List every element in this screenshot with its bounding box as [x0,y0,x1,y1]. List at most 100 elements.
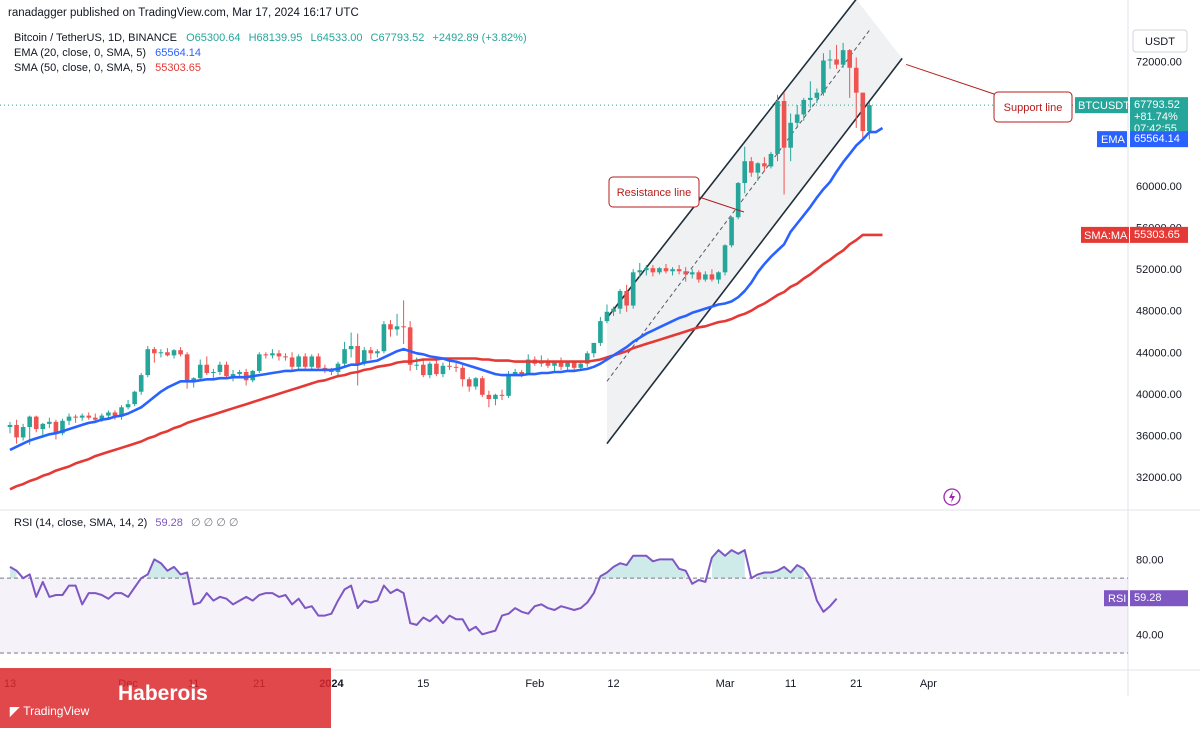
candle-body [571,361,577,368]
candle [197,359,203,382]
candle-body [381,324,387,352]
candle-body [414,364,420,366]
candle-body [316,356,321,368]
candle [827,50,833,69]
candle-body [132,391,137,405]
candle [676,265,682,275]
candle-body [99,415,105,420]
ema-tag-bg [1097,131,1127,148]
candle [558,357,564,370]
candle-body [808,97,813,100]
candle [768,151,774,169]
candle-body [762,163,767,167]
candle-body [637,270,643,273]
candle [401,300,406,344]
ema-value-badge-text: 65564.14 [1134,133,1180,145]
candle [33,415,39,433]
candle [683,267,688,282]
candle-body [14,424,19,438]
currency-label: USDT [1145,36,1175,48]
candle-body [165,352,170,356]
candle [204,356,210,376]
ema-tag-label: EMA [1101,134,1126,146]
candle [106,410,111,419]
ohlc-change: +2492.89 (+3.82%) [432,32,527,44]
candle [808,81,813,109]
candle [840,42,846,68]
candle-body [617,290,623,309]
candle [66,413,72,425]
candle [302,353,308,369]
candle [342,341,347,366]
candle-body [184,354,190,382]
candle-body [650,268,656,273]
time-tick-label: Apr [920,678,937,690]
time-tick-label: 12 [607,678,619,690]
last-price-badge-bg [1130,97,1188,138]
candle [775,94,780,162]
last-price-badge-text: 67793.52 [1134,99,1180,111]
candle-body [709,274,715,280]
candle [525,354,531,376]
candle [801,97,807,121]
last-price-badge-text: +81.74% [1134,111,1178,123]
legend-rsi-row[interactable]: RSI (14, close, SMA, 14, 2) 59.28 ∅ ∅ ∅ … [14,516,238,529]
candle-body [434,363,439,375]
rsi-tick-label: 80.00 [1136,554,1164,566]
candle [230,369,236,382]
candle-body [781,100,787,148]
candle [709,269,715,282]
ema-label: EMA (20, close, 0, SMA, 5) [14,47,147,59]
candle-body [204,364,210,374]
candle [7,421,13,434]
candle [152,347,157,363]
candle [689,269,695,279]
candle-body [689,272,695,275]
candle-body [788,122,793,148]
candle-body [696,272,702,280]
currency-button[interactable]: USDT [1132,29,1188,53]
resistance-callout-label: Resistance line [617,187,692,199]
ohlc-close: C67793.52 [370,32,425,44]
candle-body [794,114,800,123]
price-tick-label: 44000.00 [1136,347,1182,359]
ohlc-low: L64533.00 [310,32,363,44]
candle-body [119,407,124,417]
price-tick-label: 72000.00 [1136,57,1182,69]
resistance-callout-box [608,176,700,208]
candle-body [466,379,472,387]
legend-ema-row[interactable]: EMA (20, close, 0, SMA, 5) 65564.14 [14,47,201,59]
candle-body [598,321,603,343]
candle-body [73,416,78,418]
candle-body [106,412,111,416]
candle-body [460,367,465,380]
candle [460,364,465,387]
candle [453,362,459,372]
candle-body [401,326,406,328]
candle-body [584,353,590,364]
resistance-callout-pointer [695,195,745,213]
candle-body [178,350,183,355]
candle-body [342,349,347,364]
candle [748,157,754,177]
candle-body [860,92,866,132]
support-callout-box [993,91,1073,123]
candle-body [407,327,413,365]
support-callout-label: Support line [1004,102,1063,114]
candle [211,368,216,379]
ema-value-badge-bg [1130,131,1188,148]
support-trendline [606,57,903,445]
candle-body [33,416,39,430]
candle [663,264,669,274]
ema20-line [9,126,884,452]
candle [381,321,387,354]
legend-sma-row[interactable]: SMA (50, close, 0, SMA, 5) 55303.65 [14,62,201,74]
candle [407,321,413,371]
candle [158,349,164,358]
sma-tag-bg [1081,226,1129,243]
candle [545,358,551,368]
candle-body [348,346,354,350]
candle [847,49,852,98]
